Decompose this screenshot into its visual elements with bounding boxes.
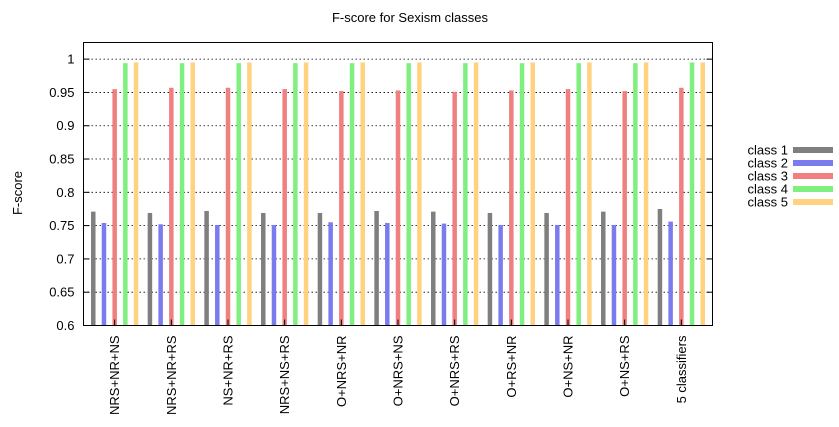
bar-2-8 xyxy=(498,225,503,326)
bar-3-6 xyxy=(396,90,401,325)
bar-5-6 xyxy=(417,62,422,325)
bar-1-3 xyxy=(204,211,209,326)
bar-1-10 xyxy=(601,212,606,326)
bar-2-7 xyxy=(442,224,447,326)
bar-4-4 xyxy=(293,63,298,325)
x-tick-label-9: O+NS+NR xyxy=(561,336,576,398)
bar-5-1 xyxy=(134,62,139,325)
x-tick-label-10: O+NS+RS xyxy=(617,335,632,397)
y-tick-label-7: 0.95 xyxy=(49,85,74,100)
bar-4-1 xyxy=(123,63,128,325)
bar-1-11 xyxy=(658,209,663,326)
bar-4-5 xyxy=(350,63,355,325)
y-tick-label-2: 0.7 xyxy=(56,251,74,266)
bar-4-2 xyxy=(180,63,185,325)
x-tick-label-2: NRS+NR+RS xyxy=(164,335,179,415)
legend-swatch-5 xyxy=(793,199,833,205)
x-tick-label-4: NRS+NS+RS xyxy=(277,335,292,414)
bar-2-11 xyxy=(668,222,673,326)
bar-4-6 xyxy=(406,63,411,325)
bar-1-6 xyxy=(374,211,379,326)
x-tick-label-8: O+RS+NR xyxy=(504,336,519,398)
bar-2-9 xyxy=(555,225,560,326)
bar-5-11 xyxy=(700,62,705,325)
x-tick-label-6: O+NRS+NS xyxy=(391,335,406,406)
bar-1-7 xyxy=(431,212,436,326)
bar-3-5 xyxy=(339,91,344,325)
bar-1-8 xyxy=(488,213,493,326)
bar-5-10 xyxy=(644,62,649,325)
x-axis-ticks: NRS+NR+NS NRS+NR+RS NS+NR+RS NRS+NS+RS O+NRS… xyxy=(107,320,689,415)
bar-5-2 xyxy=(190,62,195,325)
bar-3-9 xyxy=(566,89,571,325)
y-tick-label-1: 0.65 xyxy=(49,285,74,300)
bar-2-5 xyxy=(328,222,333,325)
x-tick-label-1: NRS+NR+NS xyxy=(107,335,122,415)
legend-swatch-1 xyxy=(793,147,833,153)
legend-swatch-4 xyxy=(793,186,833,192)
bar-4-10 xyxy=(633,63,638,325)
bar-4-7 xyxy=(463,63,468,325)
y-axis-label: F-score xyxy=(10,171,25,215)
bar-2-10 xyxy=(612,225,617,326)
bar-2-6 xyxy=(385,223,390,326)
bar-1-5 xyxy=(318,213,323,326)
bar-5-8 xyxy=(530,62,535,325)
bar-4-9 xyxy=(576,63,581,325)
x-tick-label-7: O+NRS+RS xyxy=(447,335,462,406)
legend-label-5: class 5 xyxy=(748,195,788,210)
x-tick-label-11: 5 classifiers xyxy=(674,335,689,403)
y-tick-label-0: 0.6 xyxy=(56,318,74,333)
bar-5-4 xyxy=(304,62,309,325)
bar-4-11 xyxy=(690,62,695,325)
bar-1-1 xyxy=(91,212,96,326)
bar-4-3 xyxy=(236,63,241,325)
y-tick-label-4: 0.8 xyxy=(56,185,74,200)
bar-5-5 xyxy=(360,62,365,325)
y-tick-label-3: 0.75 xyxy=(49,218,74,233)
bar-4-8 xyxy=(520,63,525,325)
bar-3-11 xyxy=(679,88,684,326)
bar-2-4 xyxy=(272,225,277,326)
x-tick-label-3: NS+NR+RS xyxy=(221,335,236,405)
bar-3-1 xyxy=(112,89,117,325)
legend-swatch-2 xyxy=(793,160,833,166)
bar-2-2 xyxy=(158,224,163,325)
legend-swatch-3 xyxy=(793,173,833,179)
bar-5-7 xyxy=(474,62,479,325)
y-tick-label-6: 0.9 xyxy=(56,118,74,133)
bar-3-8 xyxy=(509,90,514,325)
bar-1-9 xyxy=(544,213,549,326)
y-tick-label-8: 1 xyxy=(67,52,74,67)
bar-1-2 xyxy=(148,213,153,326)
bar-3-3 xyxy=(226,88,231,326)
bar-3-2 xyxy=(169,88,174,326)
y-tick-label-5: 0.85 xyxy=(49,152,74,167)
bar-5-9 xyxy=(587,62,592,325)
bar-3-4 xyxy=(282,89,287,325)
bar-3-10 xyxy=(622,91,627,325)
bar-5-3 xyxy=(247,62,252,325)
bar-2-3 xyxy=(215,225,220,326)
x-tick-label-5: O+NRS+NR xyxy=(334,336,349,408)
bar-1-4 xyxy=(261,213,266,326)
bar-2-1 xyxy=(102,223,107,326)
bar-3-7 xyxy=(452,92,457,326)
chart-title: F-score for Sexism classes xyxy=(332,10,489,25)
bars xyxy=(91,62,705,325)
